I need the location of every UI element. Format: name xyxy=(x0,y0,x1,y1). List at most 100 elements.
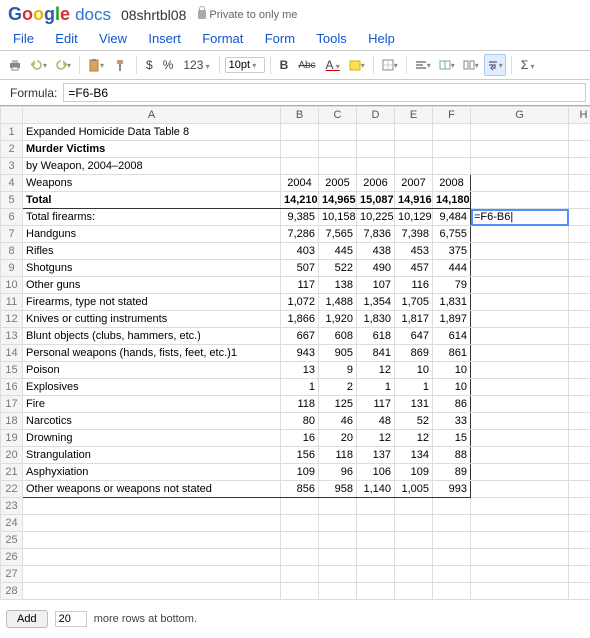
cell[interactable]: 15 xyxy=(433,430,471,447)
cell[interactable]: 80 xyxy=(281,413,319,430)
formula-input[interactable] xyxy=(63,83,586,102)
cell[interactable]: 86 xyxy=(433,396,471,413)
undo-icon[interactable] xyxy=(28,54,50,76)
menu-format[interactable]: Format xyxy=(193,28,252,49)
row-header[interactable]: 25 xyxy=(1,532,23,549)
cell[interactable]: 522 xyxy=(319,260,357,277)
cell[interactable]: 13 xyxy=(281,362,319,379)
cell[interactable]: 15,087 xyxy=(357,192,395,209)
cell[interactable]: 1,705 xyxy=(395,294,433,311)
cell[interactable]: 993 xyxy=(433,481,471,498)
cell[interactable] xyxy=(471,481,569,498)
cell[interactable]: 79 xyxy=(433,277,471,294)
col-header-F[interactable]: F xyxy=(433,107,471,124)
cell[interactable]: 109 xyxy=(395,464,433,481)
doc-name[interactable]: 08shrtbl08 xyxy=(121,7,186,23)
cell[interactable]: Total firearms: xyxy=(23,209,281,226)
cell[interactable]: 490 xyxy=(357,260,395,277)
cell[interactable]: Expanded Homicide Data Table 8 xyxy=(23,124,281,141)
menu-view[interactable]: View xyxy=(90,28,136,49)
cell[interactable]: 89 xyxy=(433,464,471,481)
cell[interactable]: 14,180 xyxy=(433,192,471,209)
row-header[interactable]: 10 xyxy=(1,277,23,294)
cell[interactable]: 7,565 xyxy=(319,226,357,243)
cell[interactable]: 1,866 xyxy=(281,311,319,328)
cell[interactable]: Poison xyxy=(23,362,281,379)
cell[interactable]: 96 xyxy=(319,464,357,481)
cell[interactable]: Knives or cutting instruments xyxy=(23,311,281,328)
redo-icon[interactable] xyxy=(52,54,74,76)
row-header[interactable]: 4 xyxy=(1,175,23,192)
cell[interactable]: 2007 xyxy=(395,175,433,192)
cell[interactable]: Explosives xyxy=(23,379,281,396)
cell[interactable]: 958 xyxy=(319,481,357,498)
cell[interactable]: Weapons xyxy=(23,175,281,192)
cell[interactable]: 403 xyxy=(281,243,319,260)
cell[interactable]: 20 xyxy=(319,430,357,447)
row-header[interactable]: 14 xyxy=(1,345,23,362)
cell[interactable] xyxy=(471,345,569,362)
cell[interactable]: 117 xyxy=(357,396,395,413)
cell[interactable]: Rifles xyxy=(23,243,281,260)
cell[interactable] xyxy=(471,413,569,430)
cell[interactable]: 1,830 xyxy=(357,311,395,328)
cell[interactable]: 52 xyxy=(395,413,433,430)
cell[interactable]: 16 xyxy=(281,430,319,447)
cell[interactable]: 943 xyxy=(281,345,319,362)
row-header[interactable]: 11 xyxy=(1,294,23,311)
cell[interactable] xyxy=(471,277,569,294)
cell[interactable]: 14,965 xyxy=(319,192,357,209)
cell[interactable]: 14,916 xyxy=(395,192,433,209)
cell[interactable]: 106 xyxy=(357,464,395,481)
cell[interactable]: Strangulation xyxy=(23,447,281,464)
cell[interactable] xyxy=(471,447,569,464)
row-header[interactable]: 5 xyxy=(1,192,23,209)
col-header-H[interactable]: H xyxy=(569,107,590,124)
cell[interactable]: Handguns xyxy=(23,226,281,243)
cell[interactable]: 10 xyxy=(433,379,471,396)
wrap-button[interactable] xyxy=(484,54,506,76)
row-header[interactable]: 20 xyxy=(1,447,23,464)
cell[interactable] xyxy=(471,379,569,396)
format-number[interactable]: 123 xyxy=(179,56,213,74)
cell[interactable]: 2004 xyxy=(281,175,319,192)
row-header[interactable]: 28 xyxy=(1,583,23,600)
cell[interactable]: 1,831 xyxy=(433,294,471,311)
paint-format-icon[interactable] xyxy=(109,54,131,76)
privacy-indicator[interactable]: Private to only me xyxy=(198,9,297,21)
cell[interactable]: Murder Victims xyxy=(23,141,281,158)
row-header[interactable]: 26 xyxy=(1,549,23,566)
cell[interactable]: 1,897 xyxy=(433,311,471,328)
cell[interactable] xyxy=(471,311,569,328)
cell[interactable]: 2 xyxy=(319,379,357,396)
cell[interactable]: 10,129 xyxy=(395,209,433,226)
row-header[interactable]: 3 xyxy=(1,158,23,175)
cell[interactable]: 841 xyxy=(357,345,395,362)
cell[interactable]: 10 xyxy=(433,362,471,379)
cell[interactable]: by Weapon, 2004–2008 xyxy=(23,158,281,175)
cell[interactable]: Other weapons or weapons not stated xyxy=(23,481,281,498)
cell[interactable]: 48 xyxy=(357,413,395,430)
align-button[interactable] xyxy=(412,54,434,76)
format-percent[interactable]: % xyxy=(159,56,178,74)
cell[interactable]: Personal weapons (hands, fists, feet, et… xyxy=(23,345,281,362)
cell[interactable]: 9,385 xyxy=(281,209,319,226)
cell[interactable]: 10,225 xyxy=(357,209,395,226)
cell[interactable]: 861 xyxy=(433,345,471,362)
strike-button[interactable]: Abc xyxy=(294,58,319,73)
cell[interactable] xyxy=(471,243,569,260)
font-size-select[interactable]: 10pt xyxy=(225,57,265,73)
row-header[interactable]: 17 xyxy=(1,396,23,413)
cell[interactable]: 1 xyxy=(281,379,319,396)
cell[interactable] xyxy=(471,362,569,379)
cell[interactable]: 1,072 xyxy=(281,294,319,311)
cell[interactable]: 869 xyxy=(395,345,433,362)
row-header[interactable]: 6 xyxy=(1,209,23,226)
cell[interactable]: Drowning xyxy=(23,430,281,447)
cell[interactable]: 6,755 xyxy=(433,226,471,243)
cell[interactable]: 14,210 xyxy=(281,192,319,209)
cell[interactable]: 856 xyxy=(281,481,319,498)
sheet-table[interactable]: A B C D E F G H 1Expanded Homicide Data … xyxy=(0,106,590,600)
cell[interactable]: 507 xyxy=(281,260,319,277)
cell[interactable]: 137 xyxy=(357,447,395,464)
